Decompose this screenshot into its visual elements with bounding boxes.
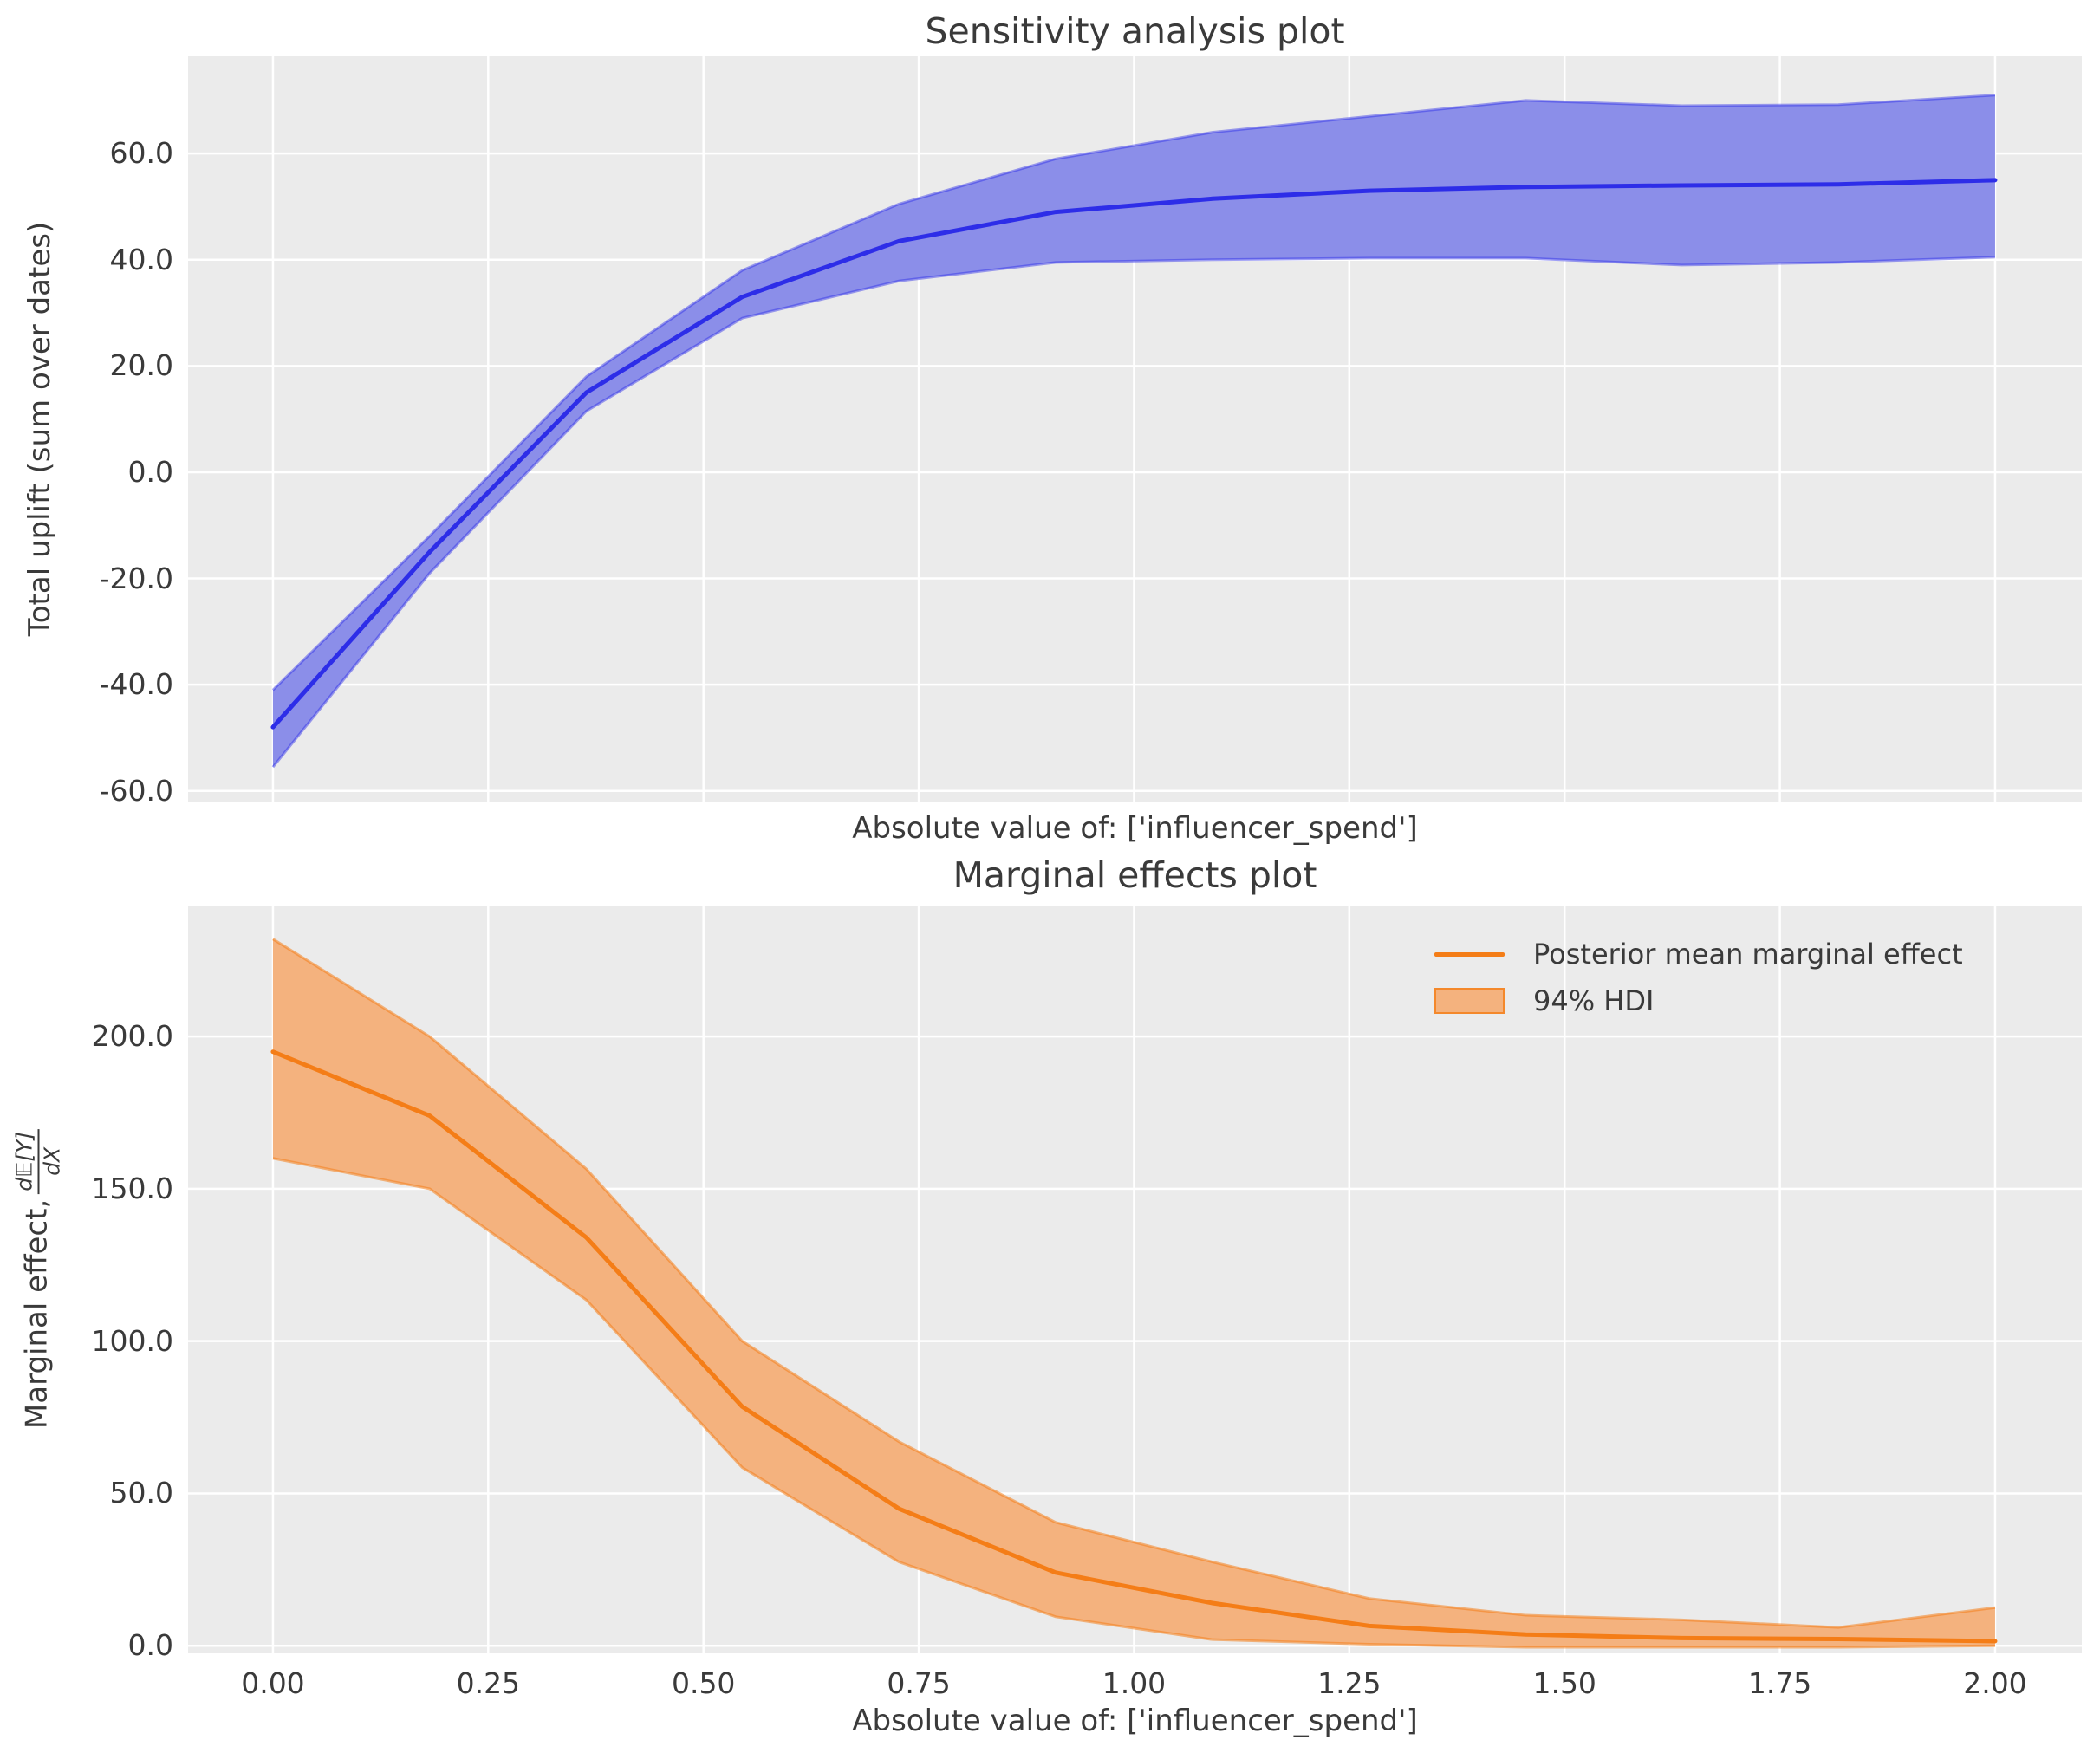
x-tick-label: 0.25 bbox=[456, 1666, 521, 1700]
bottom-plot-area: Posterior mean marginal effect 94% HDI bbox=[188, 906, 2082, 1653]
y-tick-label: -40.0 bbox=[99, 667, 173, 702]
y-tick-label: 40.0 bbox=[109, 242, 173, 276]
y-tick-label: -60.0 bbox=[99, 773, 173, 808]
y-tick-label: 150.0 bbox=[91, 1171, 173, 1205]
top-x-axis-label: Absolute value of: ['influencer_spend'] bbox=[852, 811, 1418, 846]
legend-patch-sample-icon bbox=[1434, 988, 1505, 1014]
bottom-x-axis-label: Absolute value of: ['influencer_spend'] bbox=[852, 1704, 1418, 1738]
x-tick-label: 1.50 bbox=[1532, 1666, 1596, 1700]
x-tick-label: 1.75 bbox=[1747, 1666, 1812, 1700]
legend-label-posterior-mean: Posterior mean marginal effect bbox=[1533, 938, 1963, 971]
legend-label-hdi: 94% HDI bbox=[1533, 984, 1655, 1017]
x-tick-label: 0.50 bbox=[671, 1666, 736, 1700]
y-tick-label: 50.0 bbox=[109, 1476, 173, 1510]
y-tick-label: 0.0 bbox=[127, 1628, 173, 1663]
legend-row-hdi: 94% HDI bbox=[1434, 982, 1963, 1020]
top-plot-canvas bbox=[188, 56, 2082, 802]
legend-row-posterior-mean: Posterior mean marginal effect bbox=[1434, 935, 1963, 973]
y-tick-label: 0.0 bbox=[127, 454, 173, 489]
y-tick-label: 60.0 bbox=[109, 136, 173, 171]
y-tick-label: 100.0 bbox=[91, 1323, 173, 1358]
y-tick-label: -20.0 bbox=[99, 561, 173, 595]
y-tick-label: 20.0 bbox=[109, 348, 173, 383]
bottom-plot-canvas bbox=[188, 906, 2082, 1653]
x-tick-label: 0.75 bbox=[887, 1666, 951, 1700]
bottom-plot-title: Marginal effects plot bbox=[952, 854, 1317, 896]
top-plot-title: Sensitivity analysis plot bbox=[925, 10, 1345, 52]
x-tick-label: 1.00 bbox=[1102, 1666, 1167, 1700]
x-tick-label: 0.00 bbox=[241, 1666, 305, 1700]
bottom-y-axis-label-text: Marginal effect, bbox=[19, 1198, 55, 1430]
x-tick-label: 2.00 bbox=[1963, 1666, 2027, 1700]
legend-line-sample-icon bbox=[1434, 951, 1505, 957]
legend: Posterior mean marginal effect 94% HDI bbox=[1434, 935, 1963, 1020]
x-tick-label: 1.25 bbox=[1317, 1666, 1382, 1700]
top-plot-area bbox=[188, 56, 2082, 802]
y-tick-label: 200.0 bbox=[91, 1019, 173, 1054]
